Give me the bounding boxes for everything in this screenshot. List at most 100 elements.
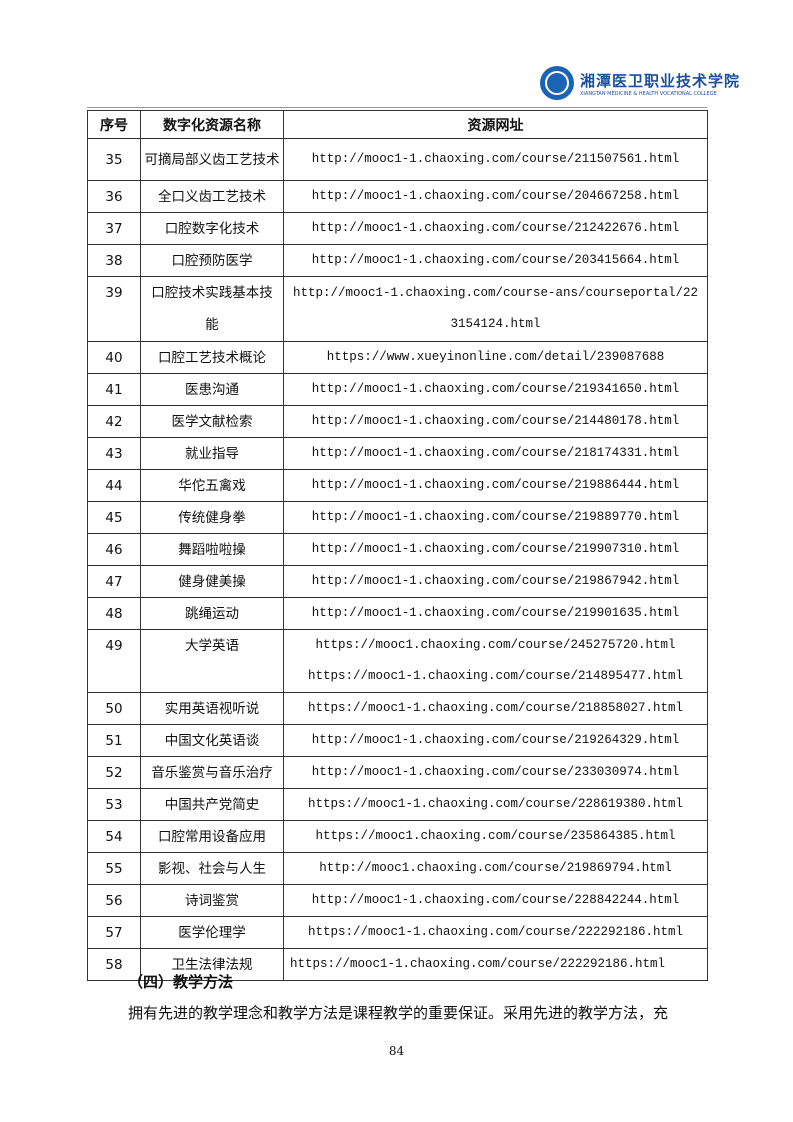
row-number: 50 [87,692,141,725]
resource-url-link[interactable]: https://mooc1-1.chaoxing.com/course/2188… [307,701,684,715]
table-row: 57 医学伦理学 https://mooc1-1.chaoxing.com/cour… [87,916,708,949]
resource-url-cell: http://mooc1.chaoxing.com/course/2198697… [283,852,708,885]
table-row: 39 口腔技术实践基本技能 http://mooc1-1.chaoxing.com/… [87,276,708,342]
resource-url-cell: http://mooc1-1.chaoxing.com/course/21988… [283,501,708,534]
table-row: 45 传统健身拳 http://mooc1-1.chaoxing.com/cours… [87,501,708,534]
row-number: 57 [87,916,141,949]
resource-name: 医患沟通 [140,373,284,406]
table-row: 47 健身健美操 http://mooc1-1.chaoxing.com/cours… [87,565,708,598]
row-number: 42 [87,405,141,438]
row-number: 58 [87,948,141,981]
row-number: 49 [87,629,141,693]
row-number: 53 [87,788,141,821]
resource-name: 影视、社会与人生 [140,852,284,885]
row-number: 47 [87,565,141,598]
table-row: 53 中国共产党简史 https://mooc1-1.chaoxing.com/co… [87,788,708,821]
resource-url-link[interactable]: https://mooc1-1.chaoxing.com/course/2222… [307,925,684,939]
resource-name: 中国文化英语谈 [140,724,284,757]
resource-name: 诗词鉴赏 [140,884,284,917]
resource-url-cell: http://mooc1-1.chaoxing.com/course/21150… [283,138,708,181]
resource-url-link[interactable]: http://mooc1-1.chaoxing.com/course/20341… [311,253,680,267]
resource-name: 口腔数字化技术 [140,212,284,245]
table-row: 36 全口义齿工艺技术 http://mooc1-1.chaoxing.com/co… [87,180,708,213]
resource-name: 口腔技术实践基本技能 [140,276,284,342]
table-row: 58 卫生法律法规 https://mooc1-1.chaoxing.com/cou… [87,948,708,981]
table-row: 51 中国文化英语谈 http://mooc1-1.chaoxing.com/cou… [87,724,708,757]
resource-url-link[interactable]: https://mooc1-1.chaoxing.com/course/2148… [307,669,684,683]
resource-url-link[interactable]: http://mooc1-1.chaoxing.com/course/21817… [311,446,680,460]
resource-url-cell: http://mooc1-1.chaoxing.com/course/21988… [283,469,708,502]
row-number: 51 [87,724,141,757]
resource-url-link[interactable]: http://mooc1-1.chaoxing.com/course/22884… [311,893,680,907]
resource-url-link[interactable]: http://mooc1-1.chaoxing.com/course/21988… [311,478,680,492]
resource-name: 口腔预防医学 [140,244,284,277]
resource-name: 卫生法律法规 [140,948,284,981]
resource-name: 传统健身拳 [140,501,284,534]
resource-name: 口腔工艺技术概论 [140,341,284,374]
table-row: 55 影视、社会与人生 http://mooc1.chaoxing.com/cour… [87,852,708,885]
resource-url-cell: http://mooc1-1.chaoxing.com/course-ans/c… [283,276,708,342]
resource-url-cell: http://mooc1-1.chaoxing.com/course/22884… [283,884,708,917]
table-row: 49 大学英语 https://mooc1.chaoxing.com/course/… [87,629,708,693]
resource-url-cell: http://mooc1-1.chaoxing.com/course/21990… [283,533,708,566]
resource-url-link[interactable]: https://mooc1-1.chaoxing.com/course/2222… [290,957,666,971]
resource-url-link[interactable]: http://mooc1-1.chaoxing.com/course/21448… [311,414,680,428]
digital-resources-table: 序号 数字化资源名称 资源网址 35 可摘局部义齿工艺技术 http://mooc1… [87,110,708,981]
table-row: 50 实用英语视听说 https://mooc1-1.chaoxing.com/co… [87,692,708,725]
resource-url-link[interactable]: https://www.xueyinonline.com/detail/2390… [326,350,665,364]
resource-url-cell: http://mooc1-1.chaoxing.com/course/20466… [283,180,708,213]
row-number: 56 [87,884,141,917]
table-row: 44 华佗五禽戏 http://mooc1-1.chaoxing.com/cours… [87,469,708,502]
row-number: 40 [87,341,141,374]
resource-url-cell: https://mooc1-1.chaoxing.com/course/2222… [283,916,708,949]
resource-url-link[interactable]: https://mooc1.chaoxing.com/course/235864… [315,829,676,843]
table-row: 52 音乐鉴赏与音乐治疗 http://mooc1-1.chaoxing.com/c… [87,756,708,789]
resource-url-link[interactable]: http://mooc1-1.chaoxing.com/course/21990… [311,542,680,556]
row-number: 45 [87,501,141,534]
row-number: 44 [87,469,141,502]
table-header-row: 序号 数字化资源名称 资源网址 [87,110,708,139]
table-row: 54 口腔常用设备应用 https://mooc1.chaoxing.com/cou… [87,820,708,853]
row-number: 54 [87,820,141,853]
resource-url-cell: http://mooc1-1.chaoxing.com/course/21817… [283,437,708,470]
row-number: 43 [87,437,141,470]
resource-name: 大学英语 [140,629,284,693]
resource-url-link[interactable]: http://mooc1-1.chaoxing.com/course/21934… [311,382,680,396]
resource-name: 全口义齿工艺技术 [140,180,284,213]
page-number: 84 [388,1044,405,1058]
resource-url-cell: http://mooc1-1.chaoxing.com/course/21926… [283,724,708,757]
resource-url-link[interactable]: https://mooc1-1.chaoxing.com/course/2286… [307,797,684,811]
section-heading: （四）教学方法 [128,973,234,991]
resource-name: 华佗五禽戏 [140,469,284,502]
row-number: 46 [87,533,141,566]
resource-url-link[interactable]: http://mooc1-1.chaoxing.com/course/20466… [311,189,680,203]
row-number: 55 [87,852,141,885]
resource-url-cell: http://mooc1-1.chaoxing.com/course/21242… [283,212,708,245]
resource-url-cell: https://www.xueyinonline.com/detail/2390… [283,341,708,374]
resource-name: 健身健美操 [140,565,284,598]
resource-url-link[interactable]: https://mooc1.chaoxing.com/course/245275… [315,638,676,652]
resource-name: 实用英语视听说 [140,692,284,725]
table-row: 41 医患沟通 http://mooc1-1.chaoxing.com/course… [87,373,708,406]
row-number: 37 [87,212,141,245]
resource-url-cell: https://mooc1.chaoxing.com/course/245275… [283,629,708,693]
resource-url-link[interactable]: http://mooc1-1.chaoxing.com/course-ans/c… [292,286,699,331]
column-header-number: 序号 [87,110,141,139]
resource-url-link[interactable]: http://mooc1-1.chaoxing.com/course/21150… [311,152,680,166]
college-seal-icon [540,66,574,100]
resource-url-link[interactable]: http://mooc1.chaoxing.com/course/2198697… [319,861,672,875]
table-row: 48 跳绳运动 http://mooc1-1.chaoxing.com/course… [87,597,708,630]
resource-url-link[interactable]: http://mooc1-1.chaoxing.com/course/21242… [311,221,680,235]
resource-url-link[interactable]: http://mooc1-1.chaoxing.com/course/23303… [311,765,680,779]
resource-url-link[interactable]: http://mooc1-1.chaoxing.com/course/21926… [311,733,680,747]
table-row: 56 诗词鉴赏 http://mooc1-1.chaoxing.com/course… [87,884,708,917]
resource-url-link[interactable]: http://mooc1-1.chaoxing.com/course/21986… [311,574,680,588]
logo-english-name: XIANGTAN MEDICINE & HEALTH VOCATIONAL CO… [580,90,717,97]
resource-name: 跳绳运动 [140,597,284,630]
resource-url-link[interactable]: http://mooc1-1.chaoxing.com/course/21988… [311,510,680,524]
resource-url-cell: https://mooc1-1.chaoxing.com/course/2286… [283,788,708,821]
resource-name: 就业指导 [140,437,284,470]
resource-name: 中国共产党简史 [140,788,284,821]
resource-url-link[interactable]: http://mooc1-1.chaoxing.com/course/21990… [311,606,680,620]
body-paragraph: 拥有先进的教学理念和教学方法是课程教学的重要保证。采用先进的教学方法，充 [128,1004,669,1022]
